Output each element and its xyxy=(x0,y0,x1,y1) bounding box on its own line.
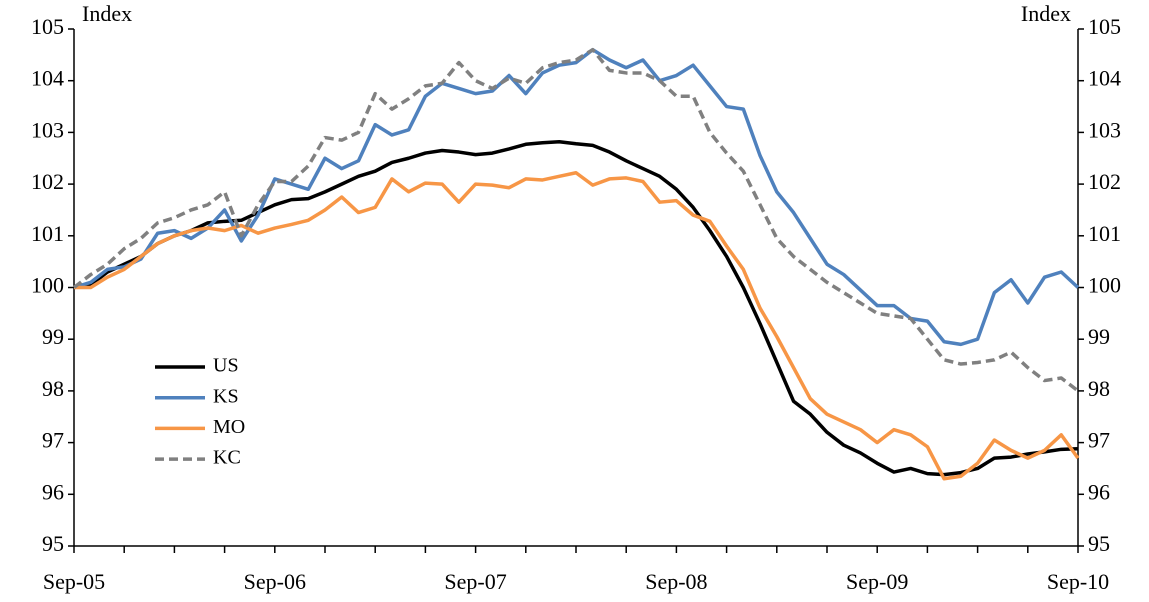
y2-tick-label: 97 xyxy=(1088,428,1110,453)
y2-tick-label: 102 xyxy=(1088,169,1121,194)
y-tick-label: 95 xyxy=(42,531,64,556)
y-tick-label: 97 xyxy=(42,428,64,453)
legend-label: US xyxy=(213,355,239,377)
series-line xyxy=(73,47,1080,347)
series-line xyxy=(73,139,1079,477)
series-line xyxy=(74,170,1080,481)
y-tick-label: 105 xyxy=(31,14,64,39)
x-tick-label: Sep-07 xyxy=(444,569,506,594)
y-axis-label: Index xyxy=(82,1,132,26)
y2-tick-label: 95 xyxy=(1088,531,1110,556)
x-tick-label: Sep-09 xyxy=(846,569,908,594)
legend-label: KS xyxy=(213,385,239,407)
legend-label: KC xyxy=(213,447,241,469)
y-tick-label: 99 xyxy=(42,324,64,349)
y-tick-label: 98 xyxy=(42,376,64,401)
y2-tick-label: 98 xyxy=(1088,376,1110,401)
y-tick-label: 100 xyxy=(31,273,64,298)
series-line xyxy=(72,47,1080,393)
y2-tick-label: 100 xyxy=(1088,273,1121,298)
y-tick-label: 102 xyxy=(31,169,64,194)
x-tick-label: Sep-05 xyxy=(43,569,105,594)
x-tick-label: Sep-08 xyxy=(645,569,707,594)
legend-label: MO xyxy=(213,416,245,438)
y2-tick-label: 101 xyxy=(1088,221,1121,246)
y2-tick-label: 99 xyxy=(1088,324,1110,349)
y-tick-label: 101 xyxy=(31,221,64,246)
x-tick-label: Sep-10 xyxy=(1047,569,1109,594)
x-tick-label: Sep-06 xyxy=(244,569,306,594)
y2-axis-label: Index xyxy=(1021,1,1071,26)
y2-tick-label: 104 xyxy=(1088,66,1121,91)
y2-tick-label: 105 xyxy=(1088,14,1121,39)
y-tick-label: 103 xyxy=(31,117,64,142)
y2-tick-label: 96 xyxy=(1088,479,1110,504)
y-tick-label: 96 xyxy=(42,479,64,504)
y2-tick-label: 103 xyxy=(1088,117,1121,142)
y-tick-label: 104 xyxy=(31,66,64,91)
